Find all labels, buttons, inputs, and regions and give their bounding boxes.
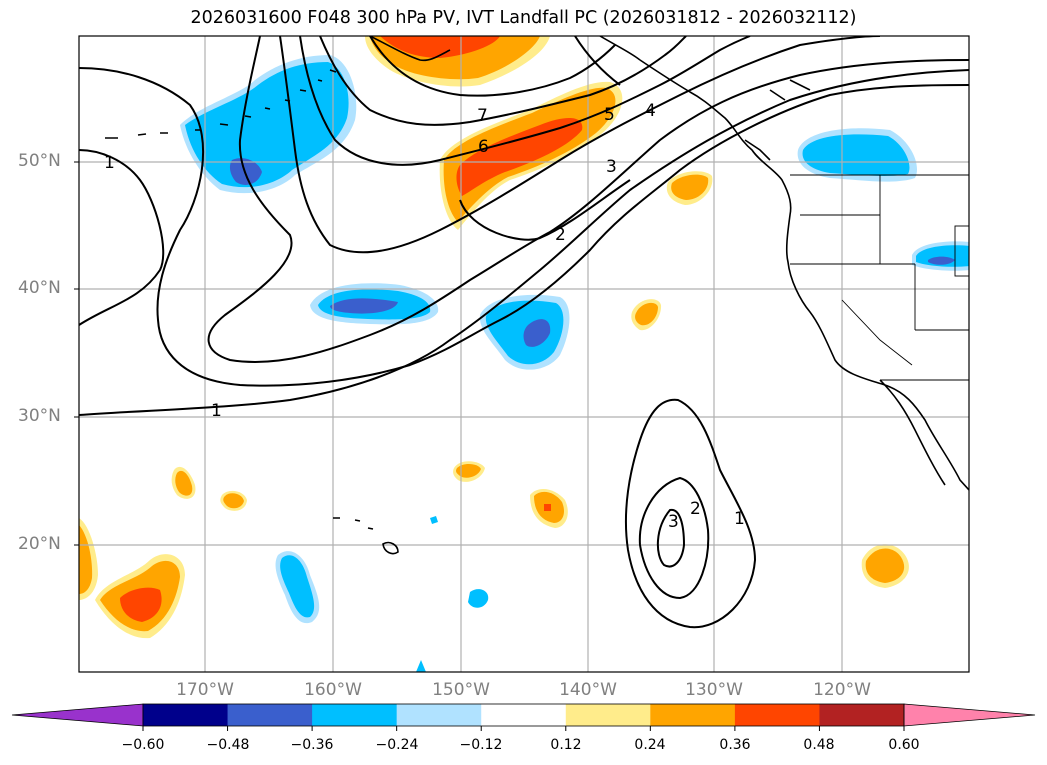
colorbar-segment: [143, 704, 229, 726]
contour-line: [319, 36, 687, 126]
contour-label: 1: [734, 509, 745, 529]
positive-anomaly-regions: [79, 36, 909, 639]
contour-line: [624, 398, 757, 629]
lon-label: 160°W: [304, 680, 362, 700]
colorbar-segment: [396, 704, 482, 726]
contour-line: [279, 36, 881, 254]
colorbar-tick-label: 0.36: [719, 737, 751, 753]
lon-label: 150°W: [432, 680, 490, 700]
contour-label: 2: [690, 499, 701, 519]
lon-label: 140°W: [559, 680, 617, 700]
colorbar-tick-label: 0.12: [550, 737, 582, 753]
colorbar-extend-high: [903, 703, 1036, 727]
political-borders: [790, 174, 969, 381]
lat-label: 40°N: [18, 278, 61, 298]
colorbar-segment: [734, 704, 820, 726]
contour-line: [369, 36, 616, 97]
contour-label: 3: [606, 157, 617, 177]
graticule: [79, 36, 969, 672]
colorbar-tick-label: −0.36: [290, 737, 334, 753]
contour-line: [299, 36, 751, 166]
contour-label: 3: [668, 512, 679, 532]
axis-ticks: [74, 161, 79, 546]
colorbar-segment: [650, 704, 736, 726]
coastlines: [105, 36, 969, 555]
lon-label: 130°W: [685, 680, 743, 700]
contour-label: 6: [478, 137, 489, 157]
contour-label: 1: [104, 153, 115, 173]
colorbar-border: [142, 703, 905, 727]
contour-label: 4: [645, 101, 656, 121]
contour-line: [656, 508, 686, 568]
colorbar-extend-low: [11, 703, 144, 727]
lat-label: 20°N: [18, 534, 61, 554]
colorbar-tick-label: 0.24: [634, 737, 666, 753]
contour-line: [574, 36, 621, 86]
contour-line: [79, 69, 969, 416]
colorbar-tick-label: −0.12: [459, 737, 503, 753]
ivt-contours: [79, 36, 969, 629]
colorbar-tick-label: −0.24: [375, 737, 419, 753]
lon-label: 170°W: [176, 680, 234, 700]
contour-line: [459, 179, 631, 241]
map-frame: [78, 35, 970, 673]
contour-label: 2: [555, 225, 566, 245]
contour-label: 5: [604, 105, 615, 125]
lat-label: 30°N: [18, 406, 61, 426]
contour-label: 1: [211, 401, 222, 421]
contour-label: 7: [477, 106, 488, 126]
lon-label: 120°W: [813, 680, 871, 700]
contour-line: [79, 149, 165, 326]
colorbar-segment: [481, 704, 567, 726]
map-title: 2026031600 F048 300 hPa PV, IVT Landfall…: [190, 8, 857, 28]
colorbar-segment: [227, 704, 313, 726]
colorbar-tick-label: −0.60: [121, 737, 165, 753]
colorbar-tick-label: 0.60: [888, 737, 920, 753]
colorbar: [11, 703, 1036, 731]
contour-line: [207, 36, 969, 363]
colorbar-segment: [565, 704, 651, 726]
colorbar-tick-label: 0.48: [803, 737, 835, 753]
contour-line: [638, 476, 710, 600]
colorbar-segment: [312, 704, 398, 726]
colorbar-segment: [819, 704, 905, 726]
colorbar-tick-label: −0.48: [206, 737, 250, 753]
lat-label: 50°N: [18, 151, 61, 171]
